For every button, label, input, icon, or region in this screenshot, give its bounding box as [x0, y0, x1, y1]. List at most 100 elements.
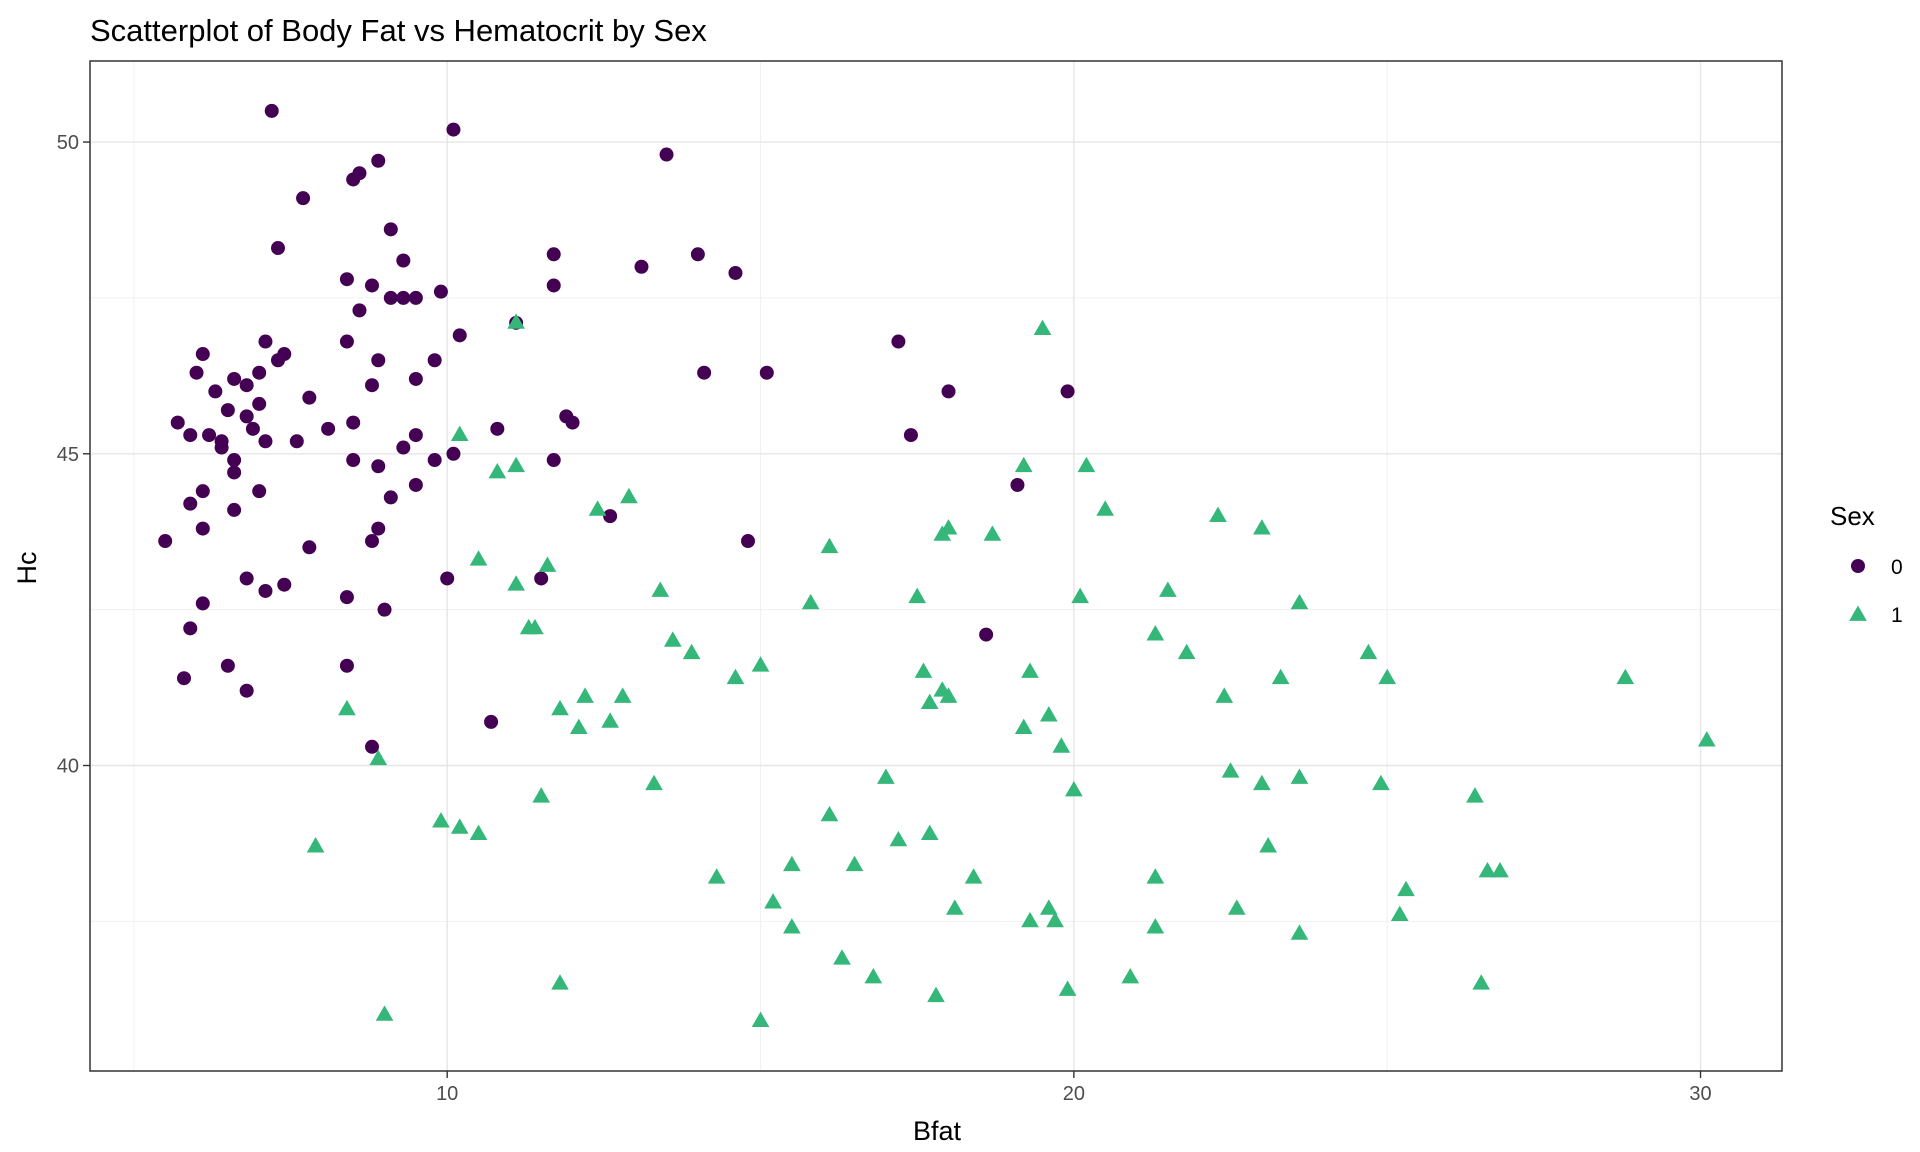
point-sex-0: [339, 334, 354, 349]
point-sex-0: [208, 384, 223, 399]
point-sex-1: [507, 313, 525, 329]
point-sex-0: [603, 509, 618, 524]
point-sex-1: [663, 631, 682, 647]
x-axis-title: Bfat: [913, 1116, 962, 1146]
legend-key-0: [1851, 559, 1865, 573]
point-sex-1: [864, 967, 883, 984]
point-sex-0: [289, 434, 304, 449]
point-sex-1: [651, 581, 670, 597]
point-sex-1: [526, 618, 544, 635]
point-sex-1: [613, 687, 632, 703]
legend-label-0: 0: [1891, 556, 1903, 579]
point-sex-0: [339, 590, 354, 605]
point-sex-0: [239, 378, 254, 393]
point-sex-0: [383, 490, 398, 505]
point-sex-1: [432, 812, 450, 828]
point-sex-1: [1058, 980, 1077, 996]
point-sex-0: [227, 371, 242, 386]
point-sex-0: [252, 484, 267, 499]
point-sex-0: [565, 415, 580, 430]
point-sex-1: [914, 662, 933, 678]
point-sex-0: [352, 303, 367, 318]
point-sex-0: [634, 259, 649, 274]
point-sex-1: [375, 1005, 394, 1021]
point-sex-1: [488, 462, 507, 479]
point-sex-0: [452, 328, 467, 343]
point-sex-0: [446, 122, 461, 137]
point-sex-1: [1014, 456, 1033, 473]
point-sex-0: [195, 521, 210, 536]
point-sex-1: [450, 425, 469, 441]
point-sex-1: [1046, 911, 1064, 928]
point-sex-0: [534, 571, 549, 586]
point-sex-0: [371, 353, 386, 368]
point-sex-1: [1177, 643, 1196, 660]
point-sex-0: [183, 621, 198, 636]
point-sex-1: [939, 687, 958, 703]
point-sex-0: [396, 290, 411, 305]
point-sex-0: [440, 571, 455, 586]
point-sex-1: [507, 456, 525, 473]
point-sex-1: [1021, 911, 1039, 928]
point-sex-0: [271, 353, 285, 368]
point-sex-0: [277, 577, 292, 592]
point-sex-0: [408, 371, 423, 386]
point-sex-1: [1014, 718, 1033, 734]
point-sex-0: [1060, 384, 1075, 399]
point-sex-0: [490, 421, 505, 436]
point-sex-0: [195, 596, 210, 611]
point-sex-0: [396, 253, 411, 268]
point-sex-1: [1065, 780, 1083, 797]
point-sex-0: [697, 365, 712, 380]
point-sex-0: [346, 415, 361, 430]
point-sex-1: [551, 699, 569, 716]
point-sex-1: [764, 893, 782, 909]
point-sex-1: [601, 712, 619, 728]
point-sex-0: [227, 453, 242, 468]
point-sex-0: [252, 365, 267, 380]
point-sex-1: [1290, 924, 1309, 940]
point-sex-1: [682, 643, 701, 660]
point-sex-0: [258, 434, 273, 449]
point-sex-1: [908, 587, 927, 604]
point-sex-1: [1372, 774, 1390, 791]
point-sex-0: [446, 446, 461, 461]
point-sex-1: [469, 550, 488, 566]
point-sex-0: [195, 484, 210, 499]
point-sex-0: [302, 390, 317, 405]
point-sex-1: [1472, 974, 1491, 990]
point-sex-1: [1397, 880, 1415, 897]
point-sex-1: [1616, 668, 1635, 685]
point-sex-0: [220, 403, 235, 418]
point-sex-1: [833, 949, 851, 965]
point-sex-1: [945, 899, 964, 915]
point-sex-1: [532, 787, 551, 803]
point-sex-0: [202, 428, 217, 443]
point-sex-1: [1096, 500, 1115, 516]
point-sex-0: [408, 428, 423, 443]
point-sex-0: [296, 191, 311, 206]
point-sex-1: [1146, 918, 1165, 934]
point-sex-1: [820, 537, 839, 554]
y-tick-label: 45: [57, 444, 79, 466]
point-sex-1: [450, 818, 469, 834]
point-sex-0: [408, 290, 423, 305]
x-tick-label: 20: [1063, 1083, 1085, 1105]
point-sex-1: [920, 824, 939, 840]
point-sex-1: [1227, 899, 1246, 915]
point-sex-1: [1491, 861, 1509, 878]
point-sex-0: [158, 534, 173, 549]
point-sex-0: [427, 353, 442, 368]
point-sex-0: [546, 278, 561, 293]
point-sex-0: [371, 459, 386, 474]
point-sex-0: [659, 147, 674, 162]
plot-panel-border: [89, 60, 1783, 1072]
point-sex-0: [227, 465, 242, 480]
legend-key-1: [1849, 605, 1867, 621]
point-sex-1: [783, 855, 801, 872]
point-sex-0: [371, 521, 386, 536]
point-sex-1: [1697, 731, 1716, 747]
point-sex-1: [551, 974, 569, 990]
point-sex-0: [321, 421, 336, 436]
